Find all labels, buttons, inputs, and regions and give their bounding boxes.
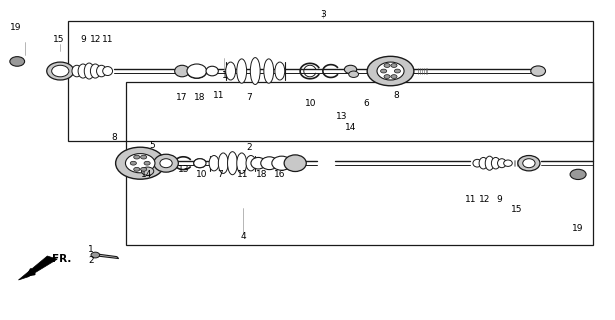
Ellipse shape: [272, 156, 292, 170]
Text: 9: 9: [80, 36, 86, 44]
Ellipse shape: [485, 156, 494, 170]
Text: 9: 9: [496, 196, 502, 204]
Ellipse shape: [160, 159, 172, 168]
Ellipse shape: [72, 65, 82, 77]
Text: 15: 15: [53, 36, 64, 44]
Text: 2: 2: [88, 256, 94, 265]
Ellipse shape: [261, 157, 278, 170]
Ellipse shape: [504, 160, 512, 166]
Text: 11: 11: [213, 92, 224, 100]
Polygon shape: [95, 254, 119, 259]
Text: 14: 14: [345, 124, 356, 132]
Text: 7: 7: [246, 93, 252, 102]
Ellipse shape: [116, 147, 165, 179]
Ellipse shape: [246, 156, 256, 171]
Text: 19: 19: [10, 23, 21, 32]
Ellipse shape: [250, 58, 260, 84]
Text: 8: 8: [394, 92, 400, 100]
Text: 13: 13: [178, 165, 189, 174]
Ellipse shape: [344, 65, 357, 74]
Ellipse shape: [78, 64, 88, 78]
Text: 18: 18: [256, 170, 267, 179]
Ellipse shape: [570, 169, 586, 180]
Ellipse shape: [97, 65, 106, 77]
Ellipse shape: [84, 63, 94, 79]
Ellipse shape: [531, 66, 546, 76]
Text: 4: 4: [240, 232, 246, 241]
Ellipse shape: [154, 154, 178, 172]
Ellipse shape: [206, 66, 218, 76]
Polygon shape: [18, 256, 57, 280]
Ellipse shape: [479, 157, 488, 169]
Ellipse shape: [209, 156, 219, 171]
Ellipse shape: [141, 167, 147, 171]
Ellipse shape: [10, 57, 25, 66]
Ellipse shape: [264, 59, 274, 83]
Ellipse shape: [133, 155, 140, 159]
Ellipse shape: [391, 64, 397, 68]
Ellipse shape: [47, 62, 74, 80]
Text: 1: 1: [88, 245, 94, 254]
Ellipse shape: [125, 154, 155, 173]
Text: 11: 11: [102, 36, 113, 44]
Ellipse shape: [491, 157, 500, 169]
Ellipse shape: [284, 155, 306, 172]
Ellipse shape: [228, 152, 237, 175]
Ellipse shape: [523, 159, 535, 168]
Text: 15: 15: [511, 205, 522, 214]
Ellipse shape: [133, 167, 140, 171]
Ellipse shape: [194, 159, 206, 168]
Ellipse shape: [498, 159, 506, 168]
Text: 2: 2: [246, 143, 252, 152]
Text: 3: 3: [320, 10, 326, 19]
Ellipse shape: [367, 56, 414, 86]
Ellipse shape: [130, 161, 137, 165]
Text: 6: 6: [363, 100, 369, 108]
Text: 16: 16: [274, 170, 285, 179]
Ellipse shape: [141, 155, 147, 159]
Ellipse shape: [226, 62, 236, 80]
Ellipse shape: [237, 59, 247, 83]
Text: 18: 18: [194, 93, 205, 102]
Text: 10: 10: [196, 170, 207, 179]
Ellipse shape: [384, 64, 390, 68]
Ellipse shape: [103, 67, 113, 76]
Ellipse shape: [275, 62, 285, 80]
Text: 10: 10: [305, 100, 316, 108]
Text: FR.: FR.: [52, 253, 72, 264]
Ellipse shape: [394, 69, 400, 73]
Ellipse shape: [377, 62, 404, 80]
Text: 11: 11: [237, 170, 248, 179]
Ellipse shape: [381, 69, 387, 73]
Text: 5: 5: [149, 141, 156, 150]
Ellipse shape: [218, 153, 228, 173]
Ellipse shape: [391, 75, 397, 78]
Text: 13: 13: [336, 112, 347, 121]
Ellipse shape: [144, 161, 150, 165]
Text: 19: 19: [573, 224, 584, 233]
Ellipse shape: [141, 167, 154, 175]
Text: 7: 7: [217, 170, 223, 179]
Ellipse shape: [518, 156, 540, 171]
Ellipse shape: [349, 71, 359, 77]
Text: 8: 8: [111, 133, 117, 142]
Text: 14: 14: [141, 170, 152, 179]
Text: 11: 11: [465, 196, 476, 204]
Ellipse shape: [251, 157, 266, 169]
Text: 1: 1: [221, 71, 228, 80]
Ellipse shape: [237, 153, 247, 173]
Ellipse shape: [175, 65, 189, 77]
Text: 12: 12: [90, 36, 101, 44]
Ellipse shape: [52, 65, 69, 77]
Ellipse shape: [91, 252, 100, 258]
Text: 17: 17: [176, 93, 187, 102]
Ellipse shape: [90, 64, 100, 78]
Ellipse shape: [473, 159, 482, 167]
Ellipse shape: [187, 64, 207, 78]
Ellipse shape: [384, 75, 390, 78]
Text: 12: 12: [479, 196, 490, 204]
